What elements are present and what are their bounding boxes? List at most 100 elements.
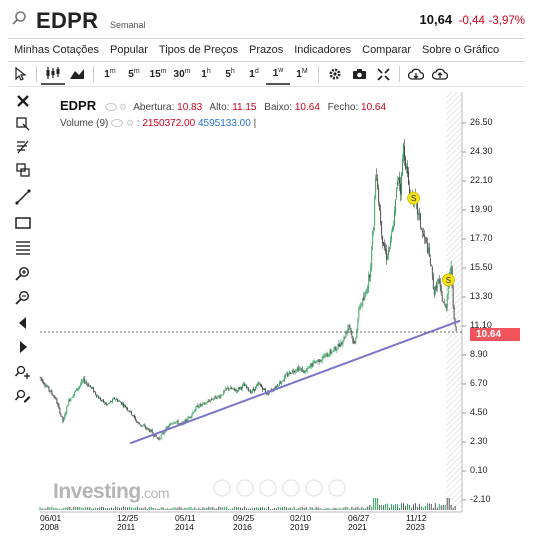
volume-bar bbox=[162, 507, 164, 510]
fullscreen-icon[interactable] bbox=[371, 64, 395, 84]
price-chart[interactable]: SS bbox=[38, 90, 528, 520]
candle-body bbox=[234, 387, 236, 390]
volume-bar bbox=[114, 506, 116, 510]
volume-settings-icon[interactable]: ⚙ bbox=[125, 118, 134, 128]
candle-body bbox=[95, 391, 97, 395]
candle-body bbox=[345, 332, 347, 337]
candle-body bbox=[173, 422, 175, 424]
candle-body bbox=[103, 399, 105, 403]
gear-icon[interactable] bbox=[323, 64, 347, 84]
last-price: 10,64 bbox=[419, 12, 453, 27]
candle-body bbox=[66, 406, 68, 413]
candle-body bbox=[153, 435, 155, 437]
volume-bar bbox=[232, 508, 234, 510]
timeframe-30m[interactable]: 30 m bbox=[173, 67, 191, 80]
volume-bar bbox=[132, 507, 134, 510]
menu-indicadores[interactable]: Indicadores bbox=[294, 44, 352, 56]
x-tick-label: 06/27 2021 bbox=[348, 513, 370, 532]
cloud-upload-icon[interactable] bbox=[428, 64, 452, 84]
candle-body bbox=[114, 397, 115, 400]
candle-body bbox=[405, 158, 406, 169]
volume-bar bbox=[204, 507, 206, 510]
candle-body bbox=[179, 423, 181, 424]
arrow-left-icon[interactable] bbox=[14, 314, 32, 332]
candle-body bbox=[427, 248, 429, 253]
area-chart-icon[interactable] bbox=[65, 64, 89, 84]
candle-body bbox=[348, 325, 350, 327]
menu-minhas-cotacoes[interactable]: Minhas Cotações bbox=[14, 44, 99, 56]
playback-control-icon bbox=[282, 479, 300, 497]
candle-body bbox=[140, 425, 142, 426]
candle-body bbox=[354, 342, 356, 344]
cursor-icon[interactable] bbox=[8, 64, 32, 84]
candle-body bbox=[431, 267, 433, 276]
menu-tipos-de-precos[interactable]: Tipos de Preços bbox=[158, 44, 238, 56]
horizontal-lines-icon[interactable] bbox=[14, 238, 32, 256]
timeframe-15m[interactable]: 15 m bbox=[149, 67, 167, 80]
zoom-in-icon[interactable] bbox=[14, 265, 32, 283]
candle-body bbox=[441, 294, 443, 302]
settings-icon[interactable]: ⚙ bbox=[118, 102, 127, 112]
volume-bar bbox=[452, 507, 454, 510]
split-marker-label: S bbox=[446, 276, 451, 285]
playback-control-icon bbox=[259, 479, 277, 497]
clone-icon[interactable] bbox=[14, 161, 32, 179]
trendline-icon[interactable] bbox=[14, 188, 32, 206]
candle-body bbox=[201, 404, 203, 406]
candle-body bbox=[212, 399, 214, 400]
candle-body bbox=[238, 387, 240, 391]
candle-body bbox=[377, 178, 379, 189]
volume-label: Volume (9) bbox=[60, 118, 109, 129]
menu-prazos[interactable]: Prazos bbox=[249, 44, 284, 56]
zoom-out-icon[interactable] bbox=[14, 289, 32, 307]
close-icon[interactable] bbox=[14, 92, 32, 110]
candle-body bbox=[138, 423, 140, 425]
menu-popular[interactable]: Popular bbox=[110, 44, 148, 56]
candle-body bbox=[229, 389, 231, 390]
candlestick-icon[interactable] bbox=[41, 63, 65, 85]
candle-body bbox=[200, 404, 202, 406]
candle-body bbox=[67, 404, 69, 407]
eye-icon[interactable] bbox=[104, 103, 117, 112]
add-indicator-icon[interactable] bbox=[14, 363, 32, 381]
volume-bar bbox=[430, 504, 432, 510]
volume-bar bbox=[240, 507, 242, 510]
camera-icon[interactable] bbox=[347, 64, 371, 84]
crosshair-pencil-icon[interactable] bbox=[14, 115, 32, 133]
candle-body bbox=[321, 359, 323, 361]
candle-body bbox=[104, 402, 106, 403]
open-label: Abertura: bbox=[133, 102, 175, 113]
fibonacci-icon[interactable] bbox=[14, 138, 32, 156]
volume-bar bbox=[329, 508, 331, 510]
candle-body bbox=[383, 241, 385, 246]
edit-indicator-icon[interactable] bbox=[14, 387, 32, 405]
volume-bar bbox=[265, 508, 267, 510]
volume-bar bbox=[118, 507, 120, 510]
volume-bar bbox=[414, 503, 416, 510]
volume-bar bbox=[198, 507, 200, 510]
menu-sobre-o-grafico[interactable]: Sobre o Gráfico bbox=[422, 44, 500, 56]
menu-comparar[interactable]: Comparar bbox=[362, 44, 412, 56]
candle-body bbox=[399, 177, 400, 184]
candle-body bbox=[327, 355, 329, 358]
volume-eye-icon[interactable] bbox=[111, 119, 124, 128]
candle-body bbox=[68, 399, 70, 405]
cloud-download-icon[interactable] bbox=[404, 64, 428, 84]
candle-body bbox=[110, 401, 111, 403]
search-icon[interactable] bbox=[11, 10, 27, 26]
arrow-right-icon[interactable] bbox=[14, 338, 32, 356]
volume-bar bbox=[140, 507, 142, 510]
candle-body bbox=[48, 386, 50, 391]
candle-body bbox=[290, 373, 292, 374]
candle-body bbox=[438, 279, 440, 283]
candle-body bbox=[254, 389, 255, 391]
rectangle-icon[interactable] bbox=[14, 214, 32, 232]
candle-body bbox=[367, 286, 369, 293]
